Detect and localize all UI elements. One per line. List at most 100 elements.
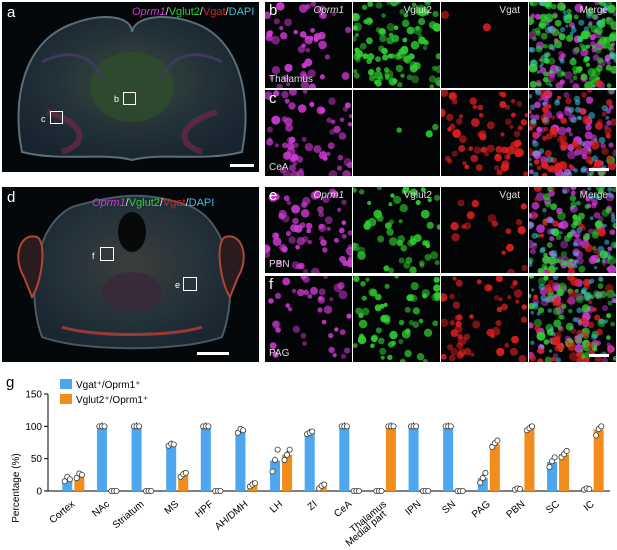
data-point — [586, 486, 593, 493]
data-point — [529, 423, 536, 430]
data-point — [101, 423, 108, 430]
data-point — [447, 423, 454, 430]
roi-box-e — [183, 277, 197, 291]
roi-label-b: b — [114, 94, 120, 104]
region-label: PAG — [269, 348, 290, 359]
data-point — [66, 476, 73, 483]
scale-bar — [589, 168, 609, 171]
panel-letter-b: b — [269, 2, 278, 19]
bar-vglut2 — [385, 426, 396, 491]
micrograph-thalamus-ch0: Oprm1 Thalamus b — [265, 2, 352, 88]
data-point — [284, 451, 291, 458]
x-tick-label: IPN — [404, 499, 424, 518]
micrograph-pag-ch2 — [441, 276, 528, 362]
micrograph-pag-ch3 — [529, 276, 616, 362]
scale-bar-d — [197, 352, 229, 355]
bar-vglut2 — [178, 474, 189, 491]
chart-points — [61, 423, 605, 495]
x-tick-label: ZI — [306, 499, 320, 513]
data-point — [598, 423, 605, 430]
bar-vgat — [131, 426, 142, 491]
bar-vgat — [339, 426, 350, 491]
overview-brain-bottom: d Oprm1/Vglut2/Vgat/DAPI f e — [2, 187, 259, 362]
x-tick-label: MS — [163, 499, 182, 517]
x-tick-label: Striatum — [111, 499, 147, 531]
title-vglut2: Vglut2 — [128, 197, 160, 209]
micrograph-pag-ch0: PAG f — [265, 276, 352, 362]
x-tick-label: IC — [582, 499, 597, 514]
data-point — [477, 479, 484, 486]
legend-swatch-vglut2 — [60, 394, 72, 404]
data-point — [136, 423, 143, 430]
bar-vglut2 — [74, 475, 85, 491]
channel-label: Vglut2 — [403, 190, 432, 201]
title-sep: / — [199, 6, 203, 18]
micrograph-cea-ch2 — [441, 90, 528, 176]
x-tick-label: PBN — [505, 499, 528, 521]
roi-label-e: e — [175, 280, 181, 290]
data-point — [355, 488, 362, 495]
data-point — [274, 446, 281, 453]
data-point — [413, 423, 420, 430]
data-point — [170, 441, 177, 448]
bar-vgat — [547, 461, 558, 491]
x-tick-label: NAc — [90, 499, 112, 520]
micrograph-thalamus-ch1: Vglut2 — [353, 2, 440, 88]
y-tick-label: 0 — [36, 487, 42, 498]
region-label: PBN — [269, 259, 290, 270]
chart-legend: Vgat⁺/Oprm1⁺ Vglut2⁺/Oprm1⁺ — [60, 379, 148, 406]
data-point — [321, 481, 328, 488]
chart-bars — [62, 422, 604, 491]
overview-brain-top: a Oprm1/Vglut2/Vgat/DAPI b c — [2, 2, 259, 172]
panel-letter-d: d — [7, 189, 16, 206]
bar-vglut2 — [282, 454, 293, 491]
data-point — [425, 488, 432, 495]
brain-section-bottom — [17, 194, 245, 350]
title-sep: / — [125, 197, 129, 209]
bar-vgat — [304, 432, 315, 491]
x-tick-label: Cortex — [48, 499, 78, 526]
panel-letter-c: c — [269, 90, 277, 107]
data-point — [482, 469, 489, 476]
region-label: CeA — [269, 162, 289, 173]
data-point — [205, 423, 212, 430]
data-point — [182, 469, 189, 476]
micrograph-pbn-ch0: Oprm1 PBN e — [265, 187, 352, 273]
data-point — [61, 478, 68, 485]
data-point — [78, 471, 85, 478]
roi-box-b — [123, 92, 136, 105]
y-tick-label: 150 — [25, 390, 42, 401]
title-sep: / — [159, 197, 163, 209]
bar-vgat — [96, 426, 107, 491]
bar-vgat — [270, 460, 281, 491]
bar-vgat — [166, 444, 177, 491]
region-label: Thalamus — [269, 74, 313, 85]
micrograph-pbn-ch1: Vglut2 — [353, 187, 440, 273]
x-tick-label: CeA — [332, 499, 354, 520]
legend-label-vglut2: Vglut2⁺/Oprm1⁺ — [76, 395, 148, 406]
data-point — [551, 454, 558, 461]
bar-vgat — [62, 479, 73, 491]
data-point — [494, 437, 501, 444]
data-point — [517, 486, 524, 493]
channel-label: Vglut2 — [403, 5, 432, 16]
data-point — [217, 488, 224, 495]
title-dapi: DAPI — [228, 6, 255, 18]
channel-label: Merge — [579, 190, 608, 201]
legend-label-vgat: Vgat⁺/Oprm1⁺ — [76, 380, 140, 391]
title-vgat: Vgat — [202, 6, 226, 18]
micrograph-cea-ch0: CeA c — [265, 90, 352, 176]
title-vgat: Vgat — [162, 197, 186, 209]
roi-label-f: f — [92, 251, 95, 261]
bar-vgat — [200, 426, 211, 491]
brain-section-top — [17, 16, 247, 162]
data-point — [563, 447, 570, 454]
data-point — [309, 428, 316, 435]
bar-vgat — [477, 478, 488, 491]
data-point — [269, 468, 276, 475]
title-oprm1: Oprm1 — [132, 6, 166, 18]
x-tick-label: SC — [544, 499, 562, 516]
bar-vgat — [235, 430, 246, 491]
channel-label: Merge — [579, 5, 608, 16]
data-point — [378, 488, 385, 495]
